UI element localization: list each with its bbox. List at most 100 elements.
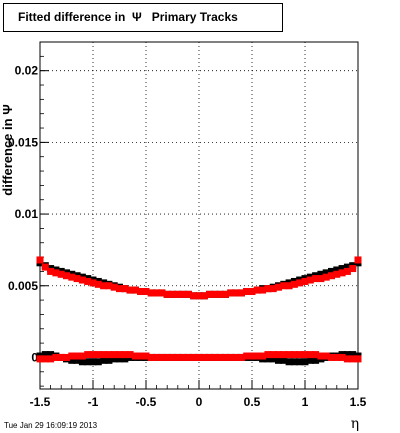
data-point	[57, 353, 65, 361]
data-point	[163, 290, 171, 298]
data-point	[343, 355, 351, 363]
data-point	[52, 269, 60, 277]
data-point	[338, 265, 346, 273]
data-point	[349, 265, 357, 273]
data-point	[237, 289, 245, 297]
data-point	[195, 292, 203, 300]
chart-title-box: Fitted difference in Ψ Primary Tracks	[3, 3, 283, 32]
data-point	[116, 355, 123, 363]
data-point	[163, 353, 171, 361]
data-point	[275, 283, 282, 291]
data-point	[131, 286, 139, 294]
data-point	[349, 355, 357, 363]
data-point	[237, 353, 245, 361]
data-point	[110, 355, 118, 363]
data-point	[306, 351, 314, 359]
data-point	[243, 352, 251, 360]
data-point	[253, 352, 261, 360]
data-point	[41, 263, 49, 271]
data-point	[206, 290, 214, 298]
data-point	[73, 352, 81, 360]
data-point	[216, 353, 224, 361]
data-point	[259, 286, 267, 294]
data-point	[126, 286, 134, 294]
data-point	[116, 351, 123, 359]
data-point	[137, 287, 145, 295]
data-point	[343, 263, 351, 271]
data-point	[269, 351, 277, 359]
data-point	[248, 287, 256, 295]
data-point	[110, 351, 118, 359]
data-point	[121, 285, 129, 293]
data-point	[169, 290, 176, 298]
data-point	[312, 275, 320, 283]
x-tick-label: 0.5	[244, 395, 261, 409]
data-point	[142, 287, 150, 295]
y-tick-label: 0.02	[15, 64, 39, 78]
data-point	[190, 353, 198, 361]
data-point	[84, 358, 92, 366]
data-point	[338, 269, 346, 277]
data-point	[84, 351, 92, 359]
data-point	[105, 356, 113, 364]
data-point	[190, 292, 198, 300]
data-point	[147, 353, 155, 361]
x-tick-label: 1	[302, 395, 309, 409]
data-point	[89, 279, 97, 287]
data-point	[89, 351, 97, 359]
data-point	[121, 351, 129, 359]
data-point	[296, 351, 304, 359]
data-point	[68, 273, 76, 281]
x-tick-label: -0.5	[136, 395, 157, 409]
data-point	[195, 353, 203, 361]
data-point	[222, 290, 229, 298]
data-point	[317, 270, 325, 278]
data-point	[317, 275, 325, 283]
y-tick-label: 0.01	[15, 207, 39, 221]
data-point	[264, 285, 272, 293]
x-tick-label: 1.5	[350, 395, 367, 409]
data-point	[63, 272, 70, 280]
x-tick-label: -1.5	[30, 395, 51, 409]
data-point	[306, 356, 314, 364]
data-point	[211, 353, 219, 361]
y-tick-label: 0.005	[8, 279, 38, 293]
data-point	[333, 270, 341, 278]
data-point	[343, 267, 351, 275]
data-point	[36, 355, 44, 363]
data-point	[312, 356, 320, 364]
data-point	[126, 351, 134, 359]
data-point	[269, 285, 277, 293]
data-point	[285, 358, 293, 366]
data-point	[110, 283, 118, 291]
data-point	[94, 280, 102, 288]
data-point	[354, 355, 362, 363]
data-point	[100, 282, 108, 290]
data-point	[306, 276, 314, 284]
data-point	[206, 353, 214, 361]
data-point	[301, 358, 309, 366]
data-point	[312, 351, 320, 359]
data-point	[137, 352, 145, 360]
plot-frame	[39, 41, 359, 390]
data-point	[57, 270, 65, 278]
data-point	[68, 352, 76, 360]
data-point	[100, 356, 108, 364]
data-point	[333, 266, 341, 274]
data-point	[36, 256, 44, 264]
y-axis-label: difference in Ψ	[0, 104, 15, 195]
data-point	[84, 277, 92, 285]
data-point	[285, 282, 293, 290]
data-point	[248, 352, 256, 360]
data-point	[63, 353, 70, 361]
data-point	[121, 355, 129, 363]
data-point	[328, 353, 335, 361]
data-point	[78, 358, 86, 366]
data-point	[94, 351, 102, 359]
data-point	[179, 290, 187, 298]
data-point	[264, 351, 272, 359]
data-point	[52, 353, 60, 361]
data-point	[290, 280, 298, 288]
data-point	[200, 292, 208, 300]
data-point	[105, 282, 113, 290]
